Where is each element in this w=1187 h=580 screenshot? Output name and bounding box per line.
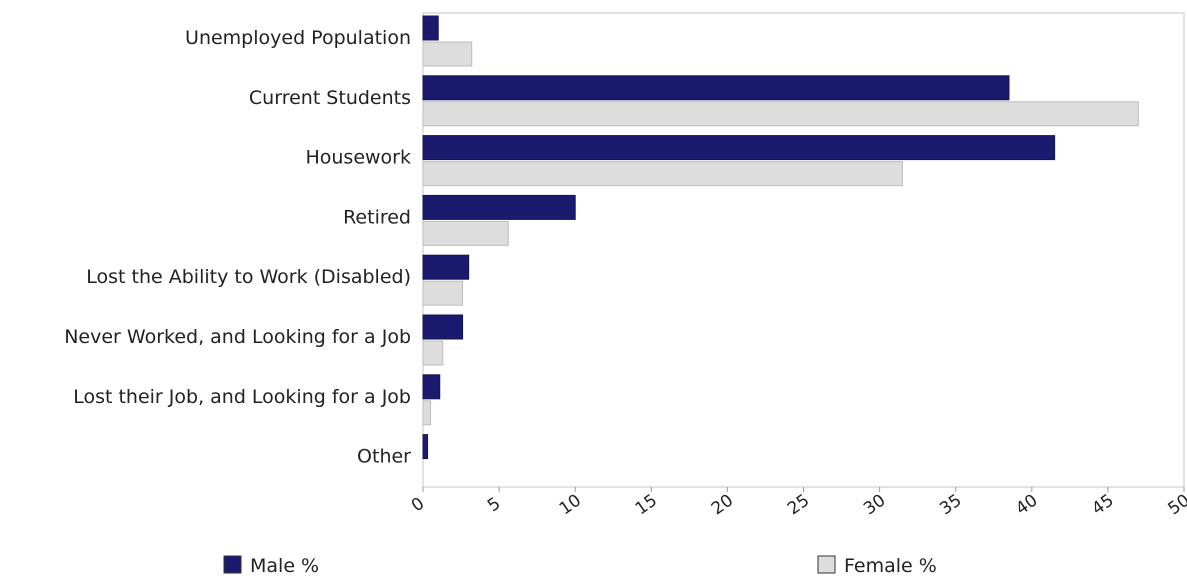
x-tick-label-10: 50 <box>1165 491 1187 520</box>
bar-male-7 <box>422 434 429 460</box>
bar-female-4 <box>422 280 464 306</box>
category-label-7: Other <box>357 446 411 468</box>
legend: Male % Female % <box>223 555 937 577</box>
bar-male-2 <box>422 135 1056 161</box>
bar-male-6 <box>422 374 441 400</box>
category-label-6: Lost their Job, and Looking for a Job <box>73 386 411 408</box>
x-axis-ticks: 0 5 10 15 20 25 30 35 40 45 50 <box>408 487 1187 519</box>
category-label-0: Unemployed Population <box>185 27 411 49</box>
category-label-4: Lost the Ability to Work (Disabled) <box>86 266 411 288</box>
category-labels: Unemployed Population Current Students Hou… <box>64 27 411 468</box>
x-tick-label-3: 15 <box>632 491 661 520</box>
bar-female-1 <box>422 101 1139 127</box>
bar-female-6 <box>422 400 432 426</box>
x-tick-label-2: 10 <box>556 491 585 520</box>
bar-male-4 <box>422 254 470 280</box>
x-tick-label-0: 0 <box>408 494 428 517</box>
bar-male-5 <box>422 314 464 340</box>
bar-male-0 <box>422 15 439 41</box>
x-tick-label-1: 5 <box>484 494 504 517</box>
bar-female-3 <box>422 220 509 246</box>
legend-label-male: Male % <box>250 555 319 576</box>
bar-female-0 <box>422 41 473 67</box>
x-tick-label-8: 40 <box>1012 491 1041 520</box>
category-label-1: Current Students <box>249 87 411 109</box>
x-tick-label-9: 45 <box>1088 491 1117 520</box>
category-label-3: Retired <box>343 206 411 228</box>
bar-female-5 <box>422 340 444 366</box>
bar-male-1 <box>422 75 1010 101</box>
bar-male-3 <box>422 194 576 220</box>
x-tick-label-4: 20 <box>708 491 737 520</box>
legend-swatch-female <box>817 555 836 574</box>
category-label-2: Housework <box>305 147 411 169</box>
legend-swatch-male <box>223 555 242 574</box>
category-label-5: Never Worked, and Looking for a Job <box>64 326 411 348</box>
x-tick-label-5: 25 <box>784 491 813 520</box>
bars-layer <box>422 15 1139 460</box>
bar-female-2 <box>422 161 903 187</box>
legend-label-female: Female % <box>844 555 937 576</box>
x-tick-label-6: 30 <box>860 491 889 520</box>
x-tick-label-7: 35 <box>936 491 965 520</box>
